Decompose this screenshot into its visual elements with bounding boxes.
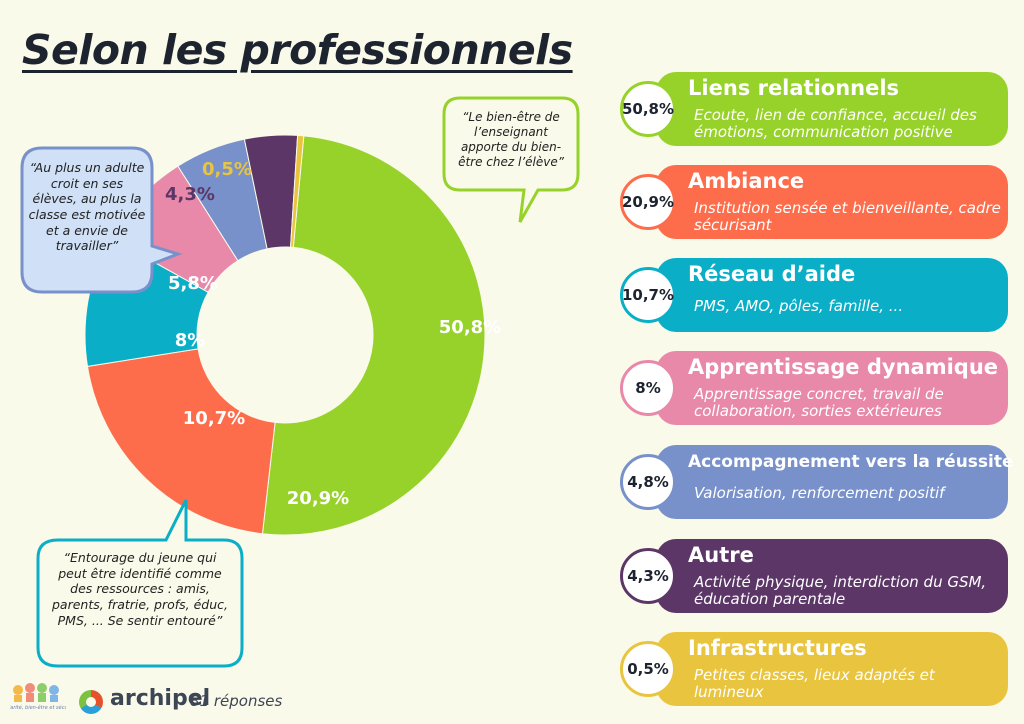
slice-label: 4,3%	[165, 184, 215, 205]
archipel-logo-icon	[79, 690, 103, 714]
quote-adult-text: “Au plus un adulte croit en ses élèves, …	[28, 160, 146, 254]
quote-bubble-entourage: “Entourage du jeune qui peut être identi…	[36, 499, 244, 670]
category-name: Accompagnement vers la réussite	[688, 452, 1014, 472]
category-percent-badge: 8%	[620, 360, 676, 416]
slice-label: 10,7%	[183, 408, 245, 429]
category-card: Réseau d’aide PMS, AMO, pôles, famille, .…	[656, 258, 1008, 332]
category-percent-badge: 4,8%	[620, 454, 676, 510]
category-description: Apprentissage concret, travail de collab…	[694, 385, 944, 420]
donut-slice	[261, 135, 486, 536]
slice-label: 8%	[175, 330, 206, 351]
donut-slice	[86, 348, 276, 535]
category-name: Réseau d’aide	[688, 262, 856, 286]
category-percent-badge: 50,8%	[620, 81, 676, 137]
slice-label: 5,8%	[168, 273, 218, 294]
category-description: Institution sensée et bienveillante, cad…	[694, 199, 1001, 234]
donut-slice	[290, 134, 305, 248]
category-percent-badge: 4,3%	[620, 548, 676, 604]
category-percent-badge: 0,5%	[620, 641, 676, 697]
category-name: Apprentissage dynamique	[688, 355, 999, 379]
slice-label: 0,5%	[202, 159, 252, 180]
quote-bubble-adult: “Au plus un adulte croit en ses élèves, …	[20, 146, 183, 294]
category-description: Petites classes, lieux adaptés et lumine…	[694, 666, 935, 701]
svg-text:Scolarité, bien-être et sécuri: Scolarité, bien-être et sécurité	[10, 704, 66, 710]
category-name: Liens relationnels	[688, 76, 900, 100]
category-percent-badge: 10,7%	[620, 267, 676, 323]
quote-entourage-text: “Entourage du jeune qui peut être identi…	[51, 550, 229, 628]
slice-label: 50,8%	[439, 317, 501, 338]
category-description: Ecoute, lien de confiance, accueil des é…	[694, 106, 977, 141]
response-count: 81 réponses	[190, 692, 283, 710]
brand-name: archipel	[110, 686, 211, 711]
category-description: PMS, AMO, pôles, famille, ...	[694, 297, 904, 315]
category-name: Autre	[688, 543, 754, 567]
category-description: Activité physique, interdiction du GSM, …	[694, 573, 987, 608]
donut-chart: 50,8% 20,9% 10,7% 8% 5,8% 4,3% 0,5%	[84, 134, 501, 536]
school-logo: Scolarité, bien-être et sécurité	[0, 678, 76, 711]
category-name: Infrastructures	[688, 636, 867, 660]
quote-teacher-text: “Le bien-être de l’enseignant apporte du…	[458, 110, 564, 169]
category-card: Ambiance Institution sensée et bienveilla…	[656, 165, 1008, 239]
category-card: Liens relationnels Ecoute, lien de confia…	[656, 72, 1008, 146]
page-title: Selon les professionnels	[22, 26, 573, 74]
category-description: Valorisation, renforcement positif	[694, 484, 945, 502]
category-card: Apprentissage dynamique Apprentissage con…	[656, 351, 1008, 425]
category-card: Autre Activité physique, interdiction du …	[656, 539, 1008, 613]
category-card: Accompagnement vers la réussite Valorisat…	[656, 445, 1014, 519]
quote-bubble-teacher: “Le bien-être de l’enseignant apporte du…	[442, 96, 580, 223]
category-card: Infrastructures Petites classes, lieux ad…	[656, 632, 1008, 706]
slice-label: 20,9%	[287, 488, 349, 509]
category-percent-badge: 20,9%	[620, 174, 676, 230]
category-name: Ambiance	[688, 169, 805, 193]
